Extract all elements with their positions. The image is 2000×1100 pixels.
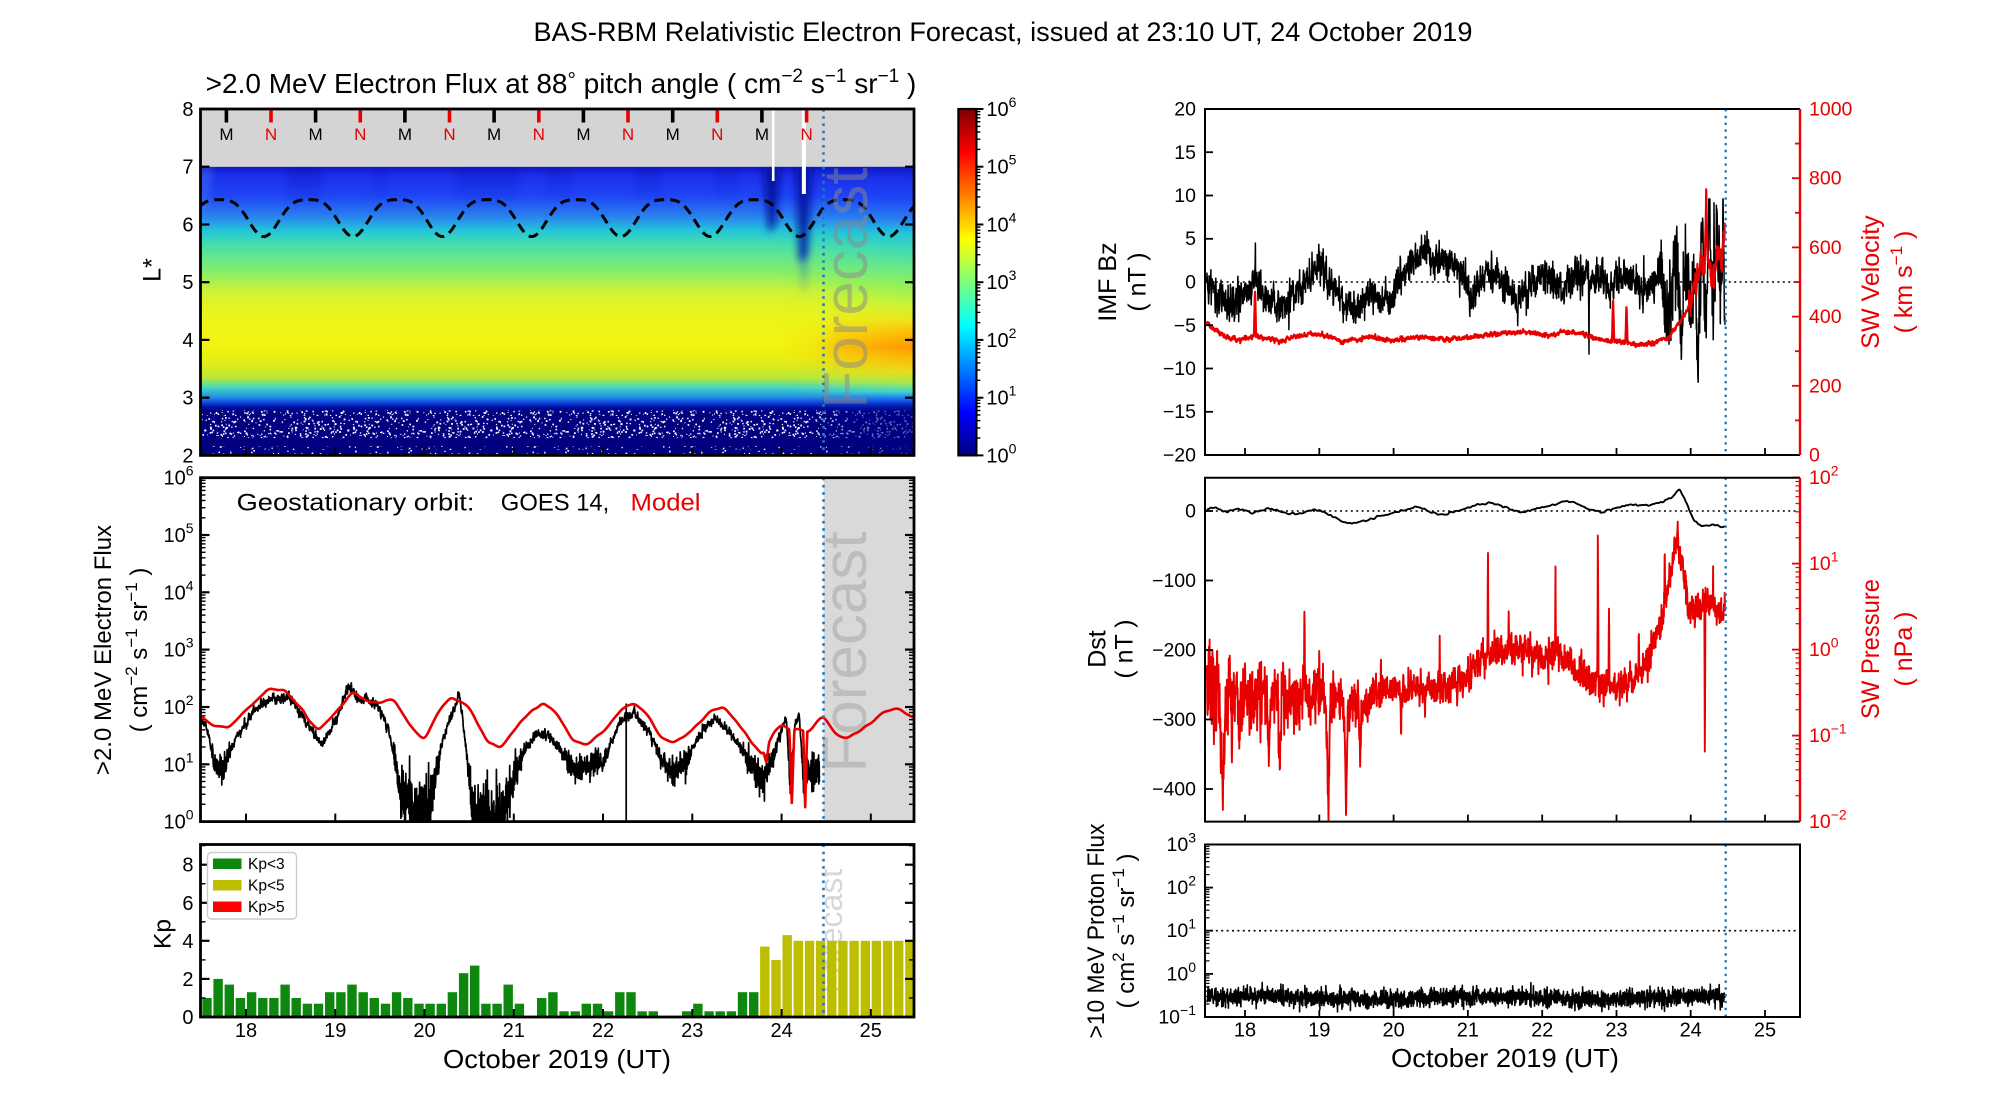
svg-text:−200: −200 xyxy=(1152,640,1196,662)
svg-text:N: N xyxy=(265,125,277,144)
svg-text:SW Velocity: SW Velocity xyxy=(1857,215,1885,349)
svg-text:N: N xyxy=(711,125,723,144)
svg-text:>10 MeV Proton Flux: >10 MeV Proton Flux xyxy=(1083,824,1110,1039)
svg-text:October 2019 (UT): October 2019 (UT) xyxy=(1391,1043,1619,1073)
svg-text:Forecast: Forecast xyxy=(811,531,880,772)
svg-text:( cm−2 s−1 sr−1 ): ( cm−2 s−1 sr−1 ) xyxy=(122,568,153,733)
svg-text:N: N xyxy=(354,125,366,144)
svg-text:10−1: 10−1 xyxy=(1158,1002,1196,1029)
svg-text:N: N xyxy=(622,125,634,144)
svg-text:6: 6 xyxy=(182,215,193,237)
svg-text:−300: −300 xyxy=(1152,709,1196,731)
svg-text:M: M xyxy=(398,125,412,144)
svg-text:800: 800 xyxy=(1809,168,1842,190)
svg-text:5: 5 xyxy=(182,272,193,294)
svg-text:L*: L* xyxy=(139,258,167,282)
svg-text:4: 4 xyxy=(182,330,193,352)
svg-text:20: 20 xyxy=(1382,1020,1404,1042)
svg-text:103: 103 xyxy=(1167,830,1197,857)
svg-text:( nT ): ( nT ) xyxy=(1124,252,1152,311)
svg-text:0: 0 xyxy=(1185,272,1196,294)
svg-text:22: 22 xyxy=(592,1020,614,1042)
svg-text:Forecast: Forecast xyxy=(812,167,881,408)
svg-text:105: 105 xyxy=(163,520,193,547)
svg-text:600: 600 xyxy=(1809,237,1842,259)
svg-text:( cm2 s−1 sr−1 ): ( cm2 s−1 sr−1 ) xyxy=(1109,854,1140,1009)
svg-text:M: M xyxy=(309,125,323,144)
svg-text:15: 15 xyxy=(1174,142,1196,164)
svg-text:SW Pressure: SW Pressure xyxy=(1857,579,1885,719)
svg-text:−15: −15 xyxy=(1163,401,1196,423)
svg-text:N: N xyxy=(533,125,545,144)
svg-text:19: 19 xyxy=(1308,1020,1330,1042)
svg-text:20: 20 xyxy=(1174,99,1196,121)
svg-text:−20: −20 xyxy=(1163,445,1196,467)
svg-text:4: 4 xyxy=(182,931,193,953)
svg-text:−100: −100 xyxy=(1152,570,1196,592)
svg-text:3: 3 xyxy=(182,388,193,410)
svg-text:M: M xyxy=(755,125,769,144)
svg-text:Dst: Dst xyxy=(1084,630,1112,668)
svg-text:−400: −400 xyxy=(1152,779,1196,801)
svg-text:10: 10 xyxy=(1174,185,1196,207)
svg-text:8: 8 xyxy=(182,855,193,877)
svg-text:M: M xyxy=(576,125,590,144)
svg-text:0: 0 xyxy=(1185,501,1196,523)
svg-text:−5: −5 xyxy=(1174,315,1196,337)
svg-text:>2.0 MeV Electron Flux at 88°: >2.0 MeV Electron Flux at 88° pitch angl… xyxy=(206,66,917,99)
svg-text:2: 2 xyxy=(182,445,193,467)
svg-text:25: 25 xyxy=(1754,1020,1776,1042)
svg-text:( nPa ): ( nPa ) xyxy=(1890,611,1918,686)
svg-text:8: 8 xyxy=(182,99,193,121)
svg-text:18: 18 xyxy=(235,1020,257,1042)
svg-text:( km s−1 ): ( km s−1 ) xyxy=(1887,231,1918,334)
svg-text:M: M xyxy=(219,125,233,144)
svg-text:6: 6 xyxy=(182,893,193,915)
svg-text:0: 0 xyxy=(182,1007,193,1029)
svg-text:18: 18 xyxy=(1234,1020,1256,1042)
svg-text:( nT ): ( nT ) xyxy=(1111,619,1139,678)
svg-text:Kp<5: Kp<5 xyxy=(248,878,285,895)
svg-text:22: 22 xyxy=(1531,1020,1553,1042)
svg-text:21: 21 xyxy=(1457,1020,1479,1042)
svg-text:200: 200 xyxy=(1809,375,1842,397)
svg-text:0: 0 xyxy=(1809,445,1820,467)
svg-text:GOES 14,: GOES 14, xyxy=(501,490,610,517)
svg-text:24: 24 xyxy=(770,1020,792,1042)
svg-text:Model: Model xyxy=(631,490,701,517)
svg-text:24: 24 xyxy=(1680,1020,1702,1042)
svg-text:21: 21 xyxy=(503,1020,525,1042)
svg-text:Kp>5: Kp>5 xyxy=(248,899,285,916)
svg-text:October 2019 (UT): October 2019 (UT) xyxy=(443,1044,671,1074)
svg-text:M: M xyxy=(666,125,680,144)
svg-text:BAS-RBM Relativistic Electron: BAS-RBM Relativistic Electron Forecast, … xyxy=(534,17,1473,47)
svg-text:>2.0 MeV Electron Flux: >2.0 MeV Electron Flux xyxy=(90,525,117,775)
svg-text:N: N xyxy=(443,125,455,144)
svg-text:20: 20 xyxy=(413,1020,435,1042)
svg-text:23: 23 xyxy=(1605,1020,1627,1042)
svg-text:Geostationary orbit:: Geostationary orbit: xyxy=(237,490,475,517)
svg-text:7: 7 xyxy=(182,157,193,179)
svg-text:1000: 1000 xyxy=(1809,99,1853,121)
svg-text:5: 5 xyxy=(1185,228,1196,250)
svg-text:25: 25 xyxy=(860,1020,882,1042)
svg-text:19: 19 xyxy=(324,1020,346,1042)
svg-text:N: N xyxy=(800,125,812,144)
svg-text:IMF Bz: IMF Bz xyxy=(1094,242,1122,321)
svg-text:Kp: Kp xyxy=(150,919,177,949)
svg-text:M: M xyxy=(487,125,501,144)
svg-text:−10: −10 xyxy=(1163,358,1196,380)
svg-text:2: 2 xyxy=(182,969,193,991)
svg-text:23: 23 xyxy=(681,1020,703,1042)
svg-text:Kp<3: Kp<3 xyxy=(248,856,285,873)
svg-text:104: 104 xyxy=(986,210,1016,237)
svg-text:400: 400 xyxy=(1809,306,1842,328)
